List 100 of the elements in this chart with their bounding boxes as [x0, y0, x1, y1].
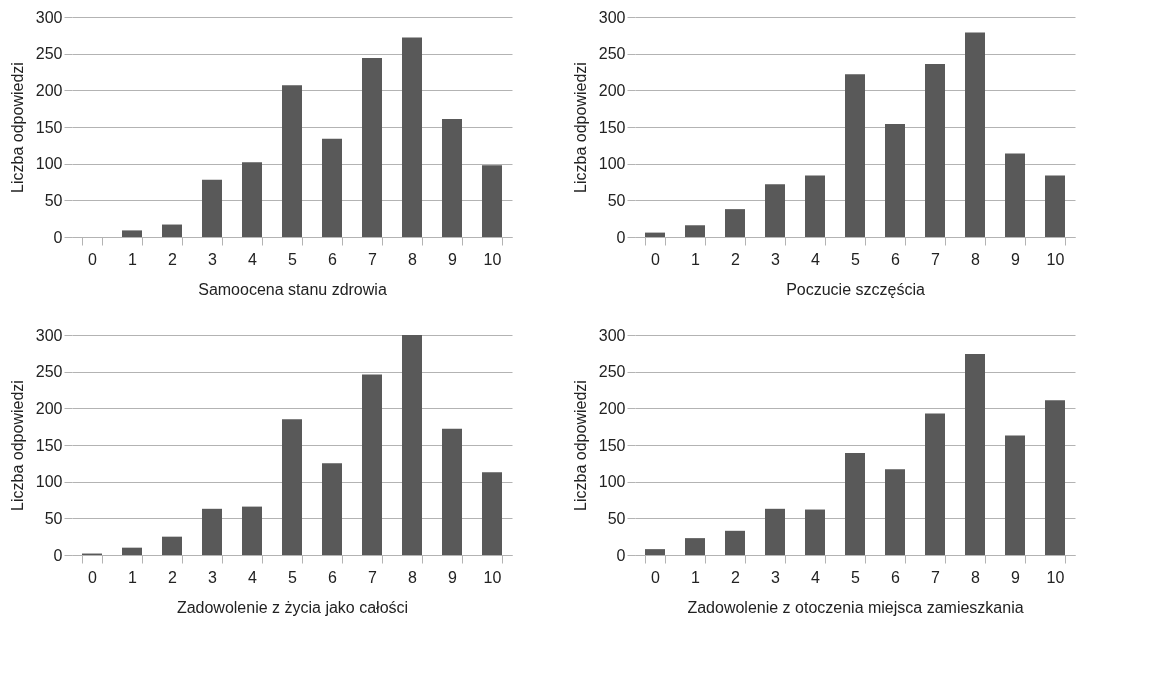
y-tick-label: 100 [598, 473, 626, 491]
x-tick-label: 6 [328, 568, 338, 586]
x-tick-label: 4 [248, 250, 258, 268]
y-tick-label: 300 [35, 326, 63, 344]
bar [122, 547, 142, 555]
bar [845, 453, 865, 555]
x-tick-label: 9 [1011, 250, 1021, 268]
y-tick-label: 200 [35, 399, 63, 417]
x-tick-label: 1 [128, 250, 138, 268]
y-tick-label: 150 [35, 436, 63, 454]
x-tick-label: 6 [891, 250, 901, 268]
y-tick-label: 100 [35, 155, 63, 173]
x-tick-label: 10 [483, 250, 502, 268]
bar [685, 225, 705, 237]
x-tick-label: 0 [88, 250, 98, 268]
x-tick-label: 3 [208, 568, 218, 586]
y-tick-label: 250 [35, 45, 63, 63]
x-tick-label: 5 [851, 568, 861, 586]
y-tick-label: 250 [598, 363, 626, 381]
y-tick-label: 50 [44, 191, 63, 209]
x-tick-label: 0 [651, 250, 661, 268]
y-tick-label: 0 [53, 546, 63, 564]
bar [162, 224, 182, 237]
bar [362, 58, 382, 237]
x-tick-label: 2 [731, 250, 741, 268]
bar [725, 530, 745, 555]
y-tick-label: 300 [35, 8, 63, 26]
x-tick-label: 1 [691, 250, 701, 268]
bar [645, 549, 665, 555]
bar [885, 124, 905, 237]
x-tick-label: 7 [931, 568, 941, 586]
y-tick-label: 50 [44, 509, 63, 527]
bar [725, 209, 745, 237]
bar [925, 63, 945, 237]
bar [765, 508, 785, 555]
bar [765, 184, 785, 237]
x-tick-label: 6 [891, 568, 901, 586]
bar [242, 506, 262, 555]
y-tick-label: 250 [35, 363, 63, 381]
y-tick-label: 100 [598, 155, 626, 173]
x-axis-title: Samoocena stanu zdrowia [198, 280, 387, 298]
x-axis-title: Zadowolenie z otoczenia miejsca zamieszkania [687, 598, 1024, 616]
y-tick-label: 50 [607, 509, 626, 527]
y-axis-title: Liczba odpowiedzi [8, 380, 26, 511]
x-tick-label: 8 [408, 568, 418, 586]
bar [242, 162, 262, 237]
bar [805, 175, 825, 237]
y-tick-label: 50 [607, 191, 626, 209]
y-tick-label: 0 [53, 228, 63, 246]
x-tick-label: 8 [408, 250, 418, 268]
bar [162, 536, 182, 555]
x-tick-label: 5 [851, 250, 861, 268]
y-tick-label: 0 [616, 546, 626, 564]
x-axis-title: Poczucie szczęścia [786, 280, 925, 298]
y-tick-label: 300 [598, 8, 626, 26]
x-axis-title: Zadowolenie z życia jako całości [176, 598, 409, 616]
x-tick-label: 9 [1011, 568, 1021, 586]
y-axis-title: Liczba odpowiedzi [571, 380, 589, 511]
x-tick-label: 2 [168, 568, 178, 586]
bar [202, 508, 222, 555]
x-tick-label: 5 [288, 568, 298, 586]
bar [482, 165, 502, 237]
bar [805, 509, 825, 555]
x-tick-label: 1 [128, 568, 138, 586]
bar [282, 85, 302, 237]
y-tick-label: 250 [598, 45, 626, 63]
y-tick-label: 150 [598, 436, 626, 454]
x-tick-label: 1 [691, 568, 701, 586]
x-tick-label: 10 [1046, 250, 1065, 268]
y-tick-label: 100 [35, 473, 63, 491]
bar [1005, 435, 1025, 555]
x-tick-label: 6 [328, 250, 338, 268]
x-tick-label: 4 [811, 250, 821, 268]
x-tick-label: 4 [248, 568, 258, 586]
bar [442, 118, 462, 237]
x-tick-label: 3 [771, 250, 781, 268]
bar [322, 463, 342, 555]
x-tick-label: 4 [811, 568, 821, 586]
bar [885, 469, 905, 555]
bar [645, 232, 665, 237]
bar [122, 230, 142, 237]
bar [402, 335, 422, 555]
bar [965, 354, 985, 555]
x-tick-label: 3 [208, 250, 218, 268]
bar [282, 419, 302, 555]
bar [845, 74, 865, 237]
x-tick-label: 8 [971, 250, 981, 268]
bar [402, 37, 422, 237]
x-tick-label: 5 [288, 250, 298, 268]
y-tick-label: 150 [35, 118, 63, 136]
x-tick-label: 9 [448, 250, 458, 268]
y-tick-label: 150 [598, 118, 626, 136]
x-tick-label: 7 [931, 250, 941, 268]
bar [1005, 153, 1025, 237]
bar [362, 374, 382, 555]
bar [202, 179, 222, 237]
bar [965, 32, 985, 237]
y-tick-label: 0 [616, 228, 626, 246]
x-tick-label: 8 [971, 568, 981, 586]
y-tick-label: 200 [598, 399, 626, 417]
